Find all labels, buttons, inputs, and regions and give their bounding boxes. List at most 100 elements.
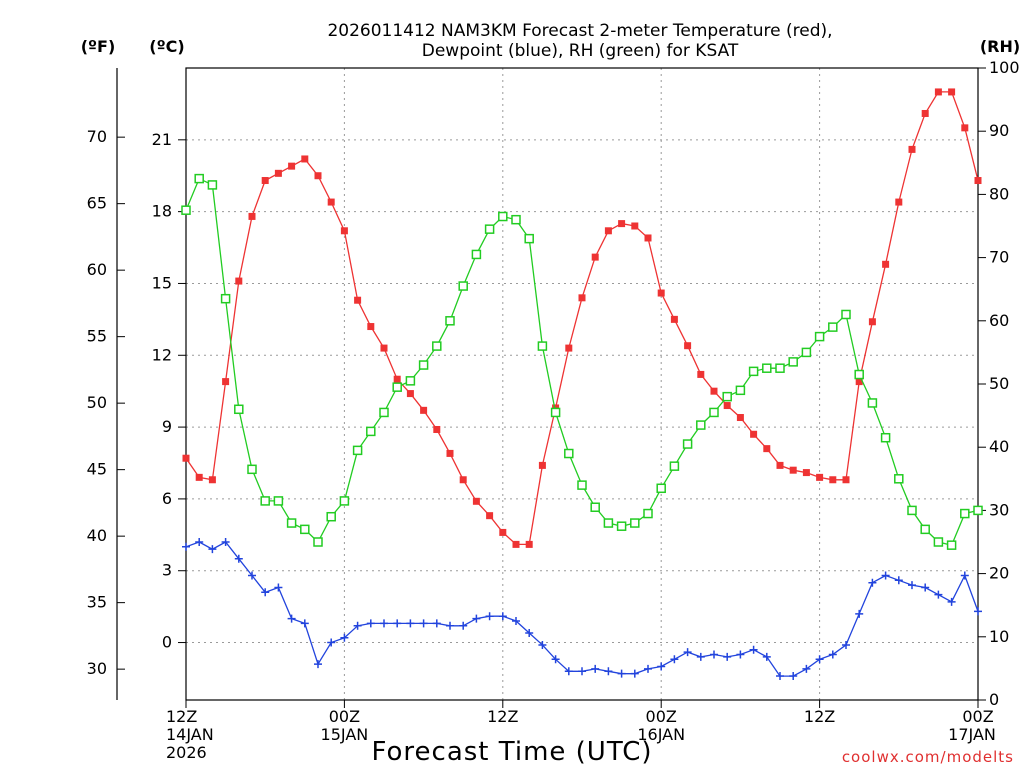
data-point xyxy=(789,672,798,681)
data-point xyxy=(894,576,903,585)
rh-tick-label: 10 xyxy=(989,627,1009,646)
fahrenheit-tick-label: 60 xyxy=(87,260,107,279)
data-point xyxy=(882,260,890,268)
data-point xyxy=(670,315,678,323)
data-point xyxy=(472,497,480,505)
data-point xyxy=(485,612,494,621)
data-point xyxy=(828,322,838,332)
data-point xyxy=(379,407,389,418)
data-series xyxy=(181,88,983,681)
rh-tick-label: 70 xyxy=(989,248,1009,267)
grid-lines xyxy=(186,68,978,700)
data-point xyxy=(881,571,890,580)
celsius-tick-label: 12 xyxy=(152,345,172,364)
celsius-tick-label: 3 xyxy=(162,561,172,580)
x-tick-label: 16JAN xyxy=(637,725,685,744)
data-point xyxy=(419,619,428,628)
series-line xyxy=(185,177,979,546)
data-point xyxy=(736,650,745,659)
rh-tick-label: 80 xyxy=(989,184,1009,203)
credit-label: coolwx.com/modelts xyxy=(842,748,1014,766)
data-point xyxy=(775,363,785,373)
data-point xyxy=(446,449,454,457)
data-point xyxy=(880,432,891,443)
data-point xyxy=(748,366,759,377)
data-point xyxy=(300,619,309,628)
data-point xyxy=(261,177,269,185)
rh-tick-label: 60 xyxy=(989,311,1009,330)
data-point xyxy=(261,588,270,597)
data-point xyxy=(459,621,468,630)
data-point xyxy=(352,445,363,456)
data-point xyxy=(405,376,416,386)
data-point xyxy=(314,172,322,180)
data-point xyxy=(300,524,310,535)
data-point xyxy=(762,652,771,661)
chart-title-line-1: 2026011412 NAM3KM Forecast 2-meter Tempe… xyxy=(327,21,832,41)
series-2-meter-temperature xyxy=(182,88,982,548)
series-rh xyxy=(181,173,983,550)
data-point xyxy=(498,612,507,621)
data-point xyxy=(814,331,825,342)
data-point xyxy=(433,425,441,433)
data-point xyxy=(697,370,705,378)
data-point xyxy=(564,667,573,676)
data-point xyxy=(947,597,956,606)
data-point xyxy=(894,474,904,484)
data-point xyxy=(538,640,547,649)
data-point xyxy=(946,540,957,550)
fahrenheit-tick-label: 30 xyxy=(87,659,107,678)
data-point xyxy=(274,583,283,592)
data-point xyxy=(550,407,561,418)
data-point xyxy=(855,609,864,618)
data-point xyxy=(630,669,639,678)
data-point xyxy=(920,524,930,535)
rh-tick-label: 50 xyxy=(989,374,1009,393)
data-point xyxy=(961,124,969,132)
data-point xyxy=(895,198,903,206)
rh-tick-label: 100 xyxy=(989,58,1020,77)
data-point xyxy=(802,664,811,673)
data-point xyxy=(471,249,482,260)
data-point xyxy=(934,590,943,599)
data-point xyxy=(525,540,533,548)
x-tick-label: 12Z xyxy=(166,707,197,726)
x-tick-label: 2026 xyxy=(166,743,207,762)
data-point xyxy=(393,619,402,628)
data-point xyxy=(670,655,679,664)
x-tick-label: 17JAN xyxy=(948,725,996,744)
data-point xyxy=(512,540,520,548)
data-point xyxy=(591,253,599,261)
data-point xyxy=(327,198,335,206)
data-point xyxy=(392,382,402,392)
data-point xyxy=(578,294,586,302)
fahrenheit-tick-label: 35 xyxy=(87,593,107,612)
data-point xyxy=(432,619,441,628)
data-point xyxy=(207,180,218,190)
data-point xyxy=(921,109,929,117)
data-point xyxy=(340,633,349,642)
data-point xyxy=(273,496,284,506)
x-tick-label: 12Z xyxy=(804,707,835,726)
series-dewpoint xyxy=(182,538,982,681)
data-point xyxy=(353,621,362,630)
x-tick-label: 00Z xyxy=(962,707,993,726)
data-point xyxy=(816,473,824,481)
data-point xyxy=(366,426,376,437)
data-point xyxy=(736,414,744,422)
data-point xyxy=(723,402,731,410)
data-point xyxy=(260,496,270,506)
data-point xyxy=(313,537,323,547)
data-point xyxy=(182,454,190,462)
data-point xyxy=(484,224,495,234)
data-point xyxy=(682,439,693,449)
data-point xyxy=(604,227,612,235)
data-point xyxy=(420,406,428,414)
fahrenheit-unit-label: (ºF) xyxy=(81,37,116,56)
series-line xyxy=(185,541,979,677)
data-point xyxy=(907,505,917,516)
data-point xyxy=(445,316,455,326)
data-point xyxy=(287,614,296,623)
data-point xyxy=(789,466,797,474)
